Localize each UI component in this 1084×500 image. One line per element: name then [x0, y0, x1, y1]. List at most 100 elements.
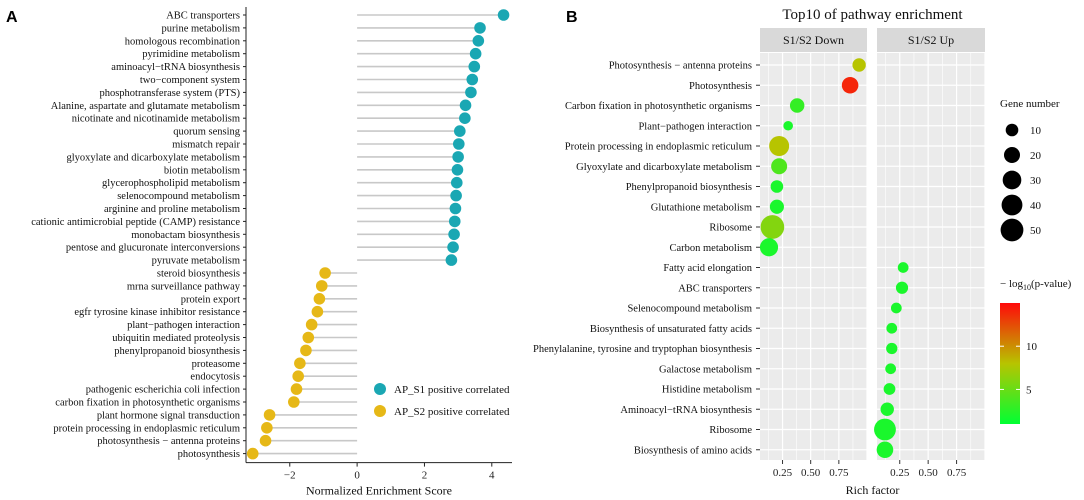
legend-s2-label: AP_S2 positive correlated	[394, 406, 510, 418]
panel-b-gridlines	[760, 53, 986, 460]
pathway-label-13: glycerophospholipid metabolism	[102, 178, 240, 189]
pathway-label-10: mismatch repair	[172, 140, 240, 151]
category-label-11: ABC transporters	[678, 283, 752, 294]
x-tick-label-0: −2	[284, 470, 296, 482]
x-tick-label-3: 4	[489, 470, 495, 482]
bubble-5	[771, 158, 788, 175]
panel-b-points	[759, 58, 909, 459]
facet-down-label: S1/S2 Down	[783, 33, 844, 47]
bubble-2	[789, 98, 805, 113]
size-legend-dot-1	[1003, 146, 1021, 164]
pathway-label-23: egfr tyrosine kinase inhibitor resistanc…	[74, 307, 240, 318]
bubble-4	[769, 136, 790, 156]
category-label-15: Galactose metabolism	[659, 364, 752, 375]
dot-30	[288, 396, 300, 408]
panel-b-title: Top10 of pathway enrichment	[782, 7, 963, 23]
pathway-label-27: proteasome	[192, 359, 241, 370]
dot-13	[450, 176, 463, 189]
bubble-17	[880, 402, 894, 416]
panel-a-x-ticks: −2 0 2 4	[284, 462, 495, 482]
facet-up-label: S1/S2 Up	[908, 33, 954, 47]
category-label-12: Selenocompound metabolism	[627, 304, 752, 315]
category-label-8: Ribosome	[709, 223, 752, 234]
size-legend-label-2: 30	[1030, 175, 1042, 187]
pvalue-legend-title-sub: 10	[1023, 283, 1031, 292]
dot-15	[449, 202, 462, 215]
pathway-label-18: pentose and glucuronate interconversions	[66, 243, 240, 254]
pvalue-legend-title-prefix: − log	[1000, 278, 1024, 290]
x-tick-b-label: 0.50	[801, 467, 821, 479]
category-label-6: Phenylpropanoid biosynthesis	[626, 182, 752, 193]
dot-33	[259, 434, 272, 447]
x-tick-b-label: 0.75	[947, 467, 967, 479]
dot-3	[469, 47, 482, 60]
dot-14	[450, 189, 462, 202]
dot-29	[290, 383, 303, 395]
pathway-label-2: homologous recombination	[125, 36, 241, 47]
pathway-label-22: protein export	[181, 294, 240, 305]
panel-a-x-label: Normalized Enrichment Score	[306, 484, 452, 498]
bubble-14	[886, 342, 898, 355]
dot-34	[246, 447, 259, 460]
pvalue-color-legend: − log10(p-value) 510	[1000, 278, 1072, 424]
bubble-19	[876, 441, 894, 459]
legend-s1-marker	[374, 383, 386, 395]
dot-2	[472, 35, 485, 47]
panel-a-legend: AP_S1 positive correlated AP_S2 positive…	[374, 383, 510, 418]
dot-20	[319, 267, 331, 279]
panel-a-dots	[246, 9, 510, 460]
pathway-label-14: selenocompound metabolism	[117, 191, 240, 202]
category-label-2: Carbon fixation in photosynthetic organi…	[565, 101, 752, 112]
bubble-6	[770, 180, 784, 193]
panel-b-label: B	[566, 9, 578, 26]
pathway-label-5: two−component system	[140, 75, 240, 86]
category-label-4: Protein processing in endoplasmic reticu…	[565, 142, 752, 153]
bubble-15	[885, 363, 897, 375]
pathway-label-3: pyrimidine metabolism	[142, 49, 240, 60]
bubble-3	[783, 120, 793, 131]
pathway-label-0: ABC transporters	[166, 11, 240, 22]
bubble-8	[760, 215, 785, 239]
facet-down-strip	[760, 28, 867, 52]
dot-8	[459, 112, 471, 124]
legend-s1-label: AP_S1 positive correlated	[394, 384, 510, 396]
colorbar-label-0: 5	[1026, 384, 1032, 396]
dot-24	[305, 318, 318, 331]
x-tick-b-label: 0.75	[829, 467, 849, 479]
category-label-9: Carbon metabolism	[669, 243, 752, 254]
dot-0	[497, 9, 510, 21]
x-tick-label-2: 2	[422, 470, 428, 482]
dot-9	[454, 125, 466, 137]
category-label-3: Plant−pathogen interaction	[638, 121, 752, 132]
dot-32	[261, 422, 273, 434]
dot-28	[292, 370, 304, 383]
dot-27	[294, 357, 306, 370]
pathway-label-1: purine metabolism	[162, 23, 240, 34]
bubble-12	[890, 302, 902, 314]
category-label-18: Ribosome	[709, 425, 752, 436]
dot-7	[459, 99, 472, 112]
dot-19	[445, 254, 458, 266]
pathway-label-16: cationic antimicrobial peptide (CAMP) re…	[31, 217, 240, 228]
pathway-label-31: plant hormone signal transduction	[97, 410, 241, 421]
dot-12	[451, 164, 464, 176]
bubble-0	[852, 58, 866, 72]
panel-b-x-ticks: 0.25 0.50 0.75 0.25 0.50 0.75	[773, 460, 967, 479]
pathway-label-32: protein processing in endoplasmic reticu…	[53, 423, 240, 434]
dot-6	[465, 86, 477, 99]
pathway-label-11: glyoxylate and dicarboxylate metabolism	[67, 152, 241, 163]
pathway-label-25: ubiquitin mediated proteolysis	[112, 333, 240, 344]
category-label-10: Fatty acid elongation	[663, 263, 752, 274]
category-label-14: Phenylalanine, tyrosine and tryptophan b…	[533, 344, 752, 355]
pathway-label-4: aminoacyl−tRNA biosynthesis	[111, 62, 240, 73]
size-legend-dot-4	[1000, 218, 1024, 242]
dot-31	[263, 409, 276, 421]
pathway-label-8: nicotinate and nicotinamide metabolism	[72, 114, 240, 125]
dot-16	[448, 215, 461, 228]
category-label-19: Biosynthesis of amino acids	[634, 445, 752, 456]
category-label-16: Histidine metabolism	[662, 385, 752, 396]
size-legend-label-1: 20	[1030, 150, 1042, 162]
dot-17	[448, 228, 460, 241]
